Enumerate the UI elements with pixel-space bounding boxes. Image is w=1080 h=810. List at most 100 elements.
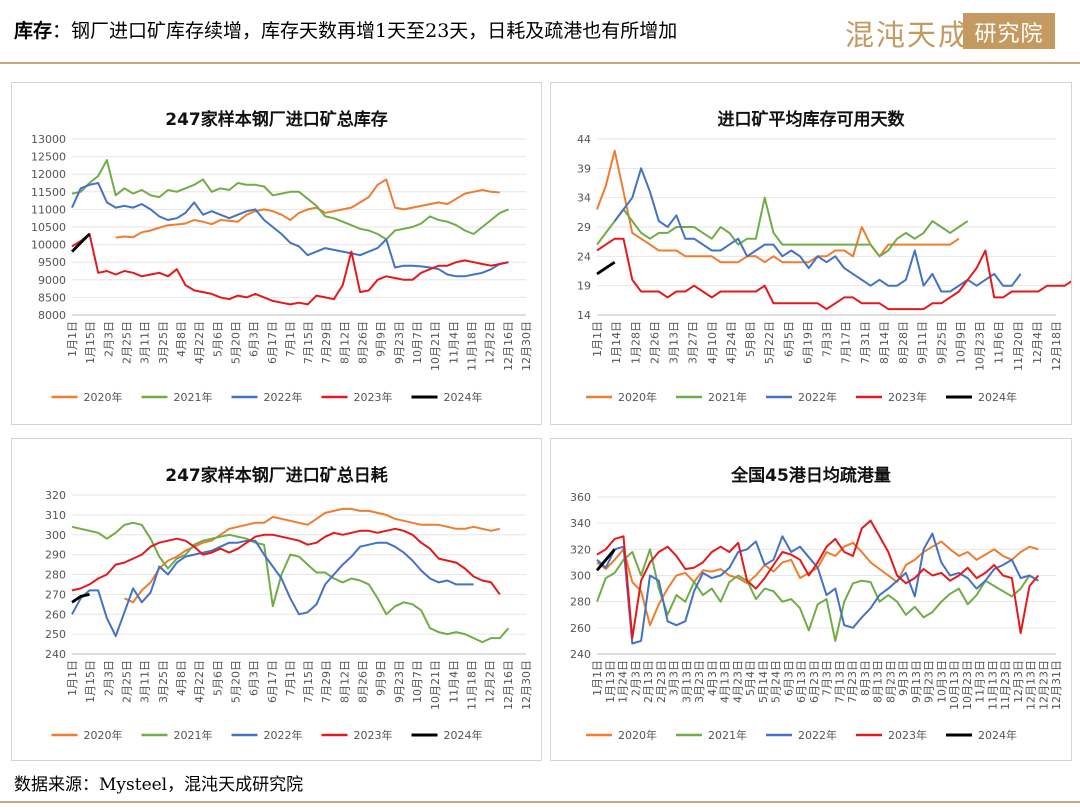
y-tick-label: 280 [45,569,66,582]
x-tick-label: 9月9日 [375,321,388,357]
series-line [596,196,969,258]
y-tick-label: 44 [577,133,591,146]
chart-panel-days: 14 19 24 29 34 39 44 1月1日 1月14日 1月28日 2月26日 3月13日 3月… [550,82,1072,425]
y-tick-label: 24 [577,250,591,263]
series-line [123,507,501,604]
chart-inventory-svg: 8000 8500 9000 9500 10000 10500 11000 11500 1200… [31,133,533,404]
x-tick-label: 6月17日 [266,321,279,364]
x-tick-label: 10月7日 [411,660,424,703]
x-tick-label: 11月4日 [447,321,460,364]
x-tick-label: 1月24日 [617,660,630,703]
x-tick-label: 3月13日 [668,321,681,364]
page-header: 库存：钢厂进口矿库存续增，库存天数再增1天至23天，日耗及疏港也有所增加 混沌天… [0,0,1080,64]
y-tick-label: 280 [570,596,591,609]
x-tick-label: 7月23日 [846,660,859,703]
y-tick-label: 260 [45,608,66,621]
x-tick-label: 7月15日 [302,321,315,364]
y-tick-label: 360 [570,491,591,504]
x-tick-label: 1月15日 [84,660,97,703]
x-tick-label: 2月3日 [102,321,115,357]
y-tick-label: 10000 [31,239,66,252]
series-line [596,532,1039,645]
x-tick-label: 6月23日 [808,660,821,703]
x-tick-label: 8月14日 [878,321,891,364]
x-tick-label: 1月1日 [591,660,604,696]
chart-panel-port: 240 260 280 300 320 340 360 1月1日 1月13日 1月24日 2月3日 2… [550,438,1072,761]
y-tick-label: 9000 [38,274,66,287]
x-tick-label: 4月10日 [706,321,719,364]
legend-label: 2020年 [618,728,657,742]
logo-box-text: 研究院 [974,22,1044,47]
y-tick-label: 290 [45,549,66,562]
series-line [595,548,616,572]
x-tick-label: 8月12日 [338,321,351,364]
y-tick-label: 14 [577,309,591,322]
x-tick-label: 11月20日 [1012,321,1025,371]
x-tick-label: 12月30日 [520,660,533,710]
x-tick-label: 7月29日 [320,321,333,364]
x-tick-label: 3月13日 [680,660,693,703]
title-label: 库存 [14,20,53,42]
x-tick-label: 12月18日 [1050,321,1063,371]
chart-consumption-svg: 240 250 260 270 280 290 300 310 320 1月1日 1月15日 2月3日… [45,489,533,742]
chart-panel-inventory: 8000 8500 9000 9500 10000 10500 11000 11500 1200… [11,82,542,425]
y-tick-label: 12500 [31,151,66,164]
x-tick-label: 6月3日 [248,321,261,357]
y-tick-label: 29 [577,221,591,234]
legend-label: 2021年 [708,728,747,742]
y-tick-label: 260 [570,622,591,635]
x-tick-label: 3月11日 [139,321,152,364]
x-tick-label: 10月21日 [429,660,442,710]
x-tick-label: 9月11日 [916,321,929,364]
x-tick-label: 4月13日 [719,660,732,703]
legend-label: 2024年 [978,728,1017,742]
chart-panel-consumption: 240 250 260 270 280 290 300 310 320 1月1日 1月15日 2月3日… [11,438,542,761]
legend-label: 2021年 [708,390,747,404]
x-tick-label: 10月9日 [954,321,967,364]
chart-title-consumption: 247家样本钢厂进口矿总日耗 [165,466,388,486]
x-tick-label: 11月23日 [999,660,1012,710]
x-tick-label: 12月16日 [502,321,515,371]
title-colon: ： [52,20,72,42]
x-tick-label: 9月23日 [923,660,936,703]
series-line [71,539,474,638]
x-tick-label: 5月20日 [229,321,242,364]
x-tick-label: 2月3日 [102,660,115,696]
legend-label: 2024年 [444,728,483,742]
x-tick-label: 1月1日 [66,660,79,696]
legend-label: 2021年 [174,390,213,404]
x-tick-label: 12月31日 [1050,660,1063,710]
x-tick-label: 11月18日 [466,660,479,710]
x-tick-label: 3月23日 [693,660,706,703]
series-line [596,149,960,264]
x-tick-label: 6月3日 [782,660,795,696]
y-tick-label: 34 [577,192,591,205]
x-tick-label: 2月25日 [120,660,133,703]
x-tick-label: 8月23日 [884,660,897,703]
x-tick-label: 12月4日 [1031,321,1044,364]
legend-label: 2020年 [618,390,657,404]
y-tick-label: 320 [570,543,591,556]
x-tick-label: 5月8日 [744,321,757,357]
x-tick-label: 10月23日 [961,660,974,710]
legend-label: 2024年 [978,390,1017,404]
y-tick-label: 8500 [38,291,66,304]
x-tick-label: 6月5日 [782,321,795,357]
footer-divider [0,801,1080,803]
x-tick-label: 7月13日 [833,660,846,703]
y-tick-label: 310 [45,509,66,522]
y-tick-label: 12000 [31,168,66,181]
x-tick-label: 5月24日 [770,660,783,703]
page-title: 库存：钢厂进口矿库存续增，库存天数再增1天至23天，日耗及疏港也有所增加 [14,16,677,43]
x-tick-label: 10月23日 [974,321,987,371]
x-tick-label: 4月24日 [725,321,738,364]
x-tick-label: 7月1日 [284,321,297,357]
series-line [596,548,1039,642]
legend-label: 2022年 [264,728,303,742]
y-tick-label: 340 [570,517,591,530]
x-tick-label: 8月26日 [357,321,370,364]
x-tick-label: 1月14日 [610,321,623,364]
x-tick-label: 7月1日 [284,660,297,696]
series-line [596,237,1071,311]
